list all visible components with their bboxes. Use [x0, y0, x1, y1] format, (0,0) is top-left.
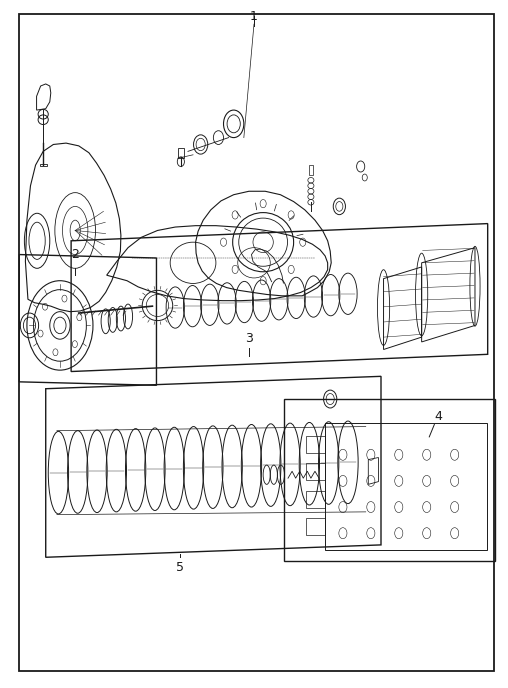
Text: 3: 3	[245, 332, 253, 345]
Text: 2: 2	[71, 248, 79, 261]
Text: 5: 5	[176, 561, 184, 574]
Text: 1: 1	[250, 10, 258, 23]
Text: 4: 4	[434, 410, 442, 423]
